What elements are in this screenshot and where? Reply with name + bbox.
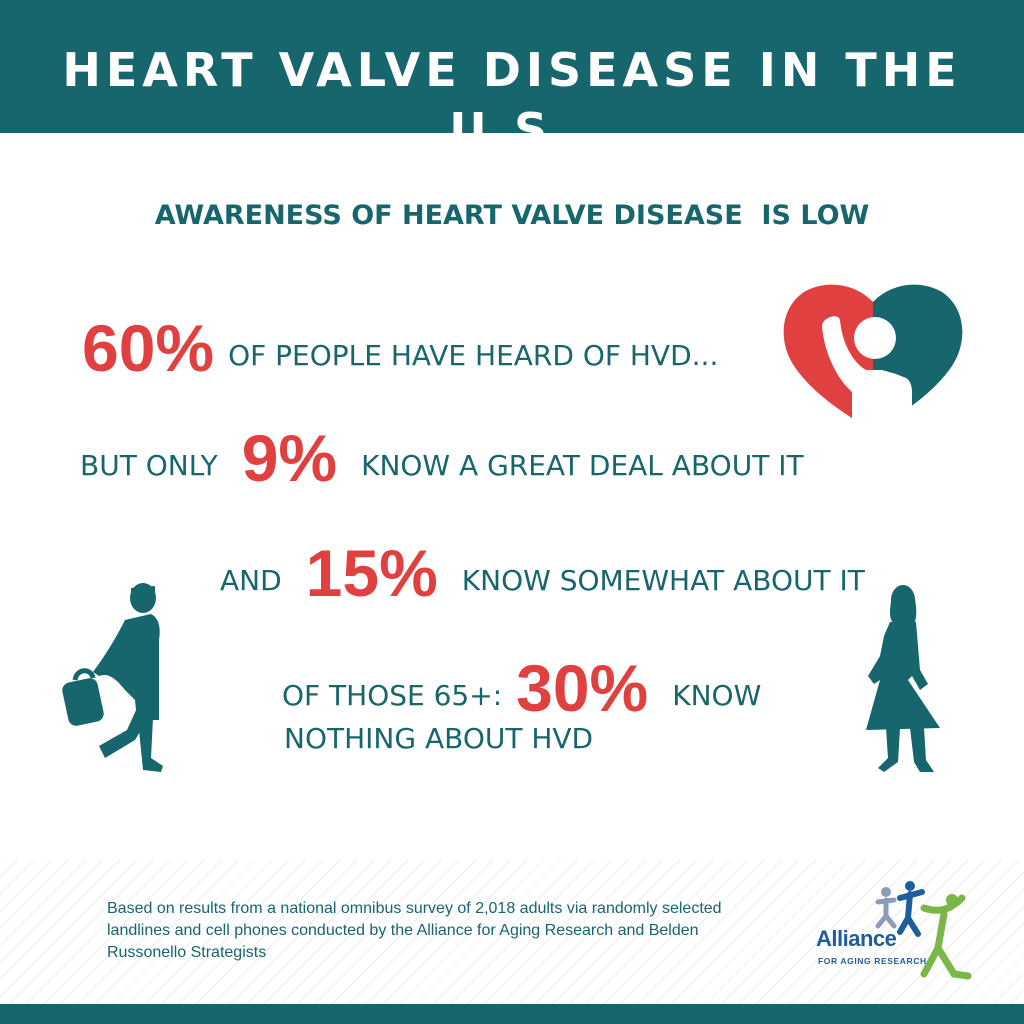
alliance-logo-icon (875, 881, 972, 980)
stat-text: OF PEOPLE HAVE HEARD OF HVD... (228, 339, 719, 372)
stat-value: 60% (82, 311, 215, 385)
subtitle: AWARENESS OF HEART VALVE DISEASE IS LOW (154, 200, 870, 231)
page-title: HEART VALVE DISEASE IN THE U.S. (62, 43, 962, 157)
stat-line-heard: 60% OF PEOPLE HAVE HEARD OF HVD... (82, 310, 718, 386)
stat-line-great-deal: BUT ONLY 9% KNOW A GREAT DEAL ABOUT IT (80, 420, 804, 496)
stat-line-somewhat: AND 15% KNOW SOMEWHAT ABOUT IT (220, 535, 865, 611)
walking-woman-icon (866, 585, 940, 772)
stat-prefix: OF THOSE 65+: (282, 679, 503, 712)
logo-subtitle: FOR AGING RESEARCH (818, 956, 927, 966)
footer (0, 860, 1024, 1004)
stat-line-nothing: NOTHING ABOUT HVD (284, 722, 593, 755)
stat-text: KNOW A GREAT DEAL ABOUT IT (361, 449, 804, 482)
stat-text: KNOW SOMEWHAT ABOUT IT (461, 564, 865, 597)
stat-value: 30% (516, 651, 649, 725)
stat-value: 9% (241, 421, 338, 495)
header-banner: HEART VALVE DISEASE IN THE U.S. (0, 0, 1024, 157)
heart-person-icon (783, 284, 963, 432)
stat-value: 15% (305, 536, 438, 610)
stat-text: NOTHING ABOUT HVD (284, 722, 594, 755)
stat-prefix: AND (220, 564, 282, 597)
bottom-bar (0, 1004, 1024, 1024)
stat-text: KNOW (672, 679, 762, 712)
logo-word: Alliance (816, 926, 897, 951)
walking-man-icon (62, 583, 163, 772)
footnote: Based on results from a national omnibus… (107, 900, 722, 961)
stat-line-65-plus: OF THOSE 65+: 30% KNOW (282, 650, 761, 726)
stat-prefix: BUT ONLY (80, 449, 218, 482)
